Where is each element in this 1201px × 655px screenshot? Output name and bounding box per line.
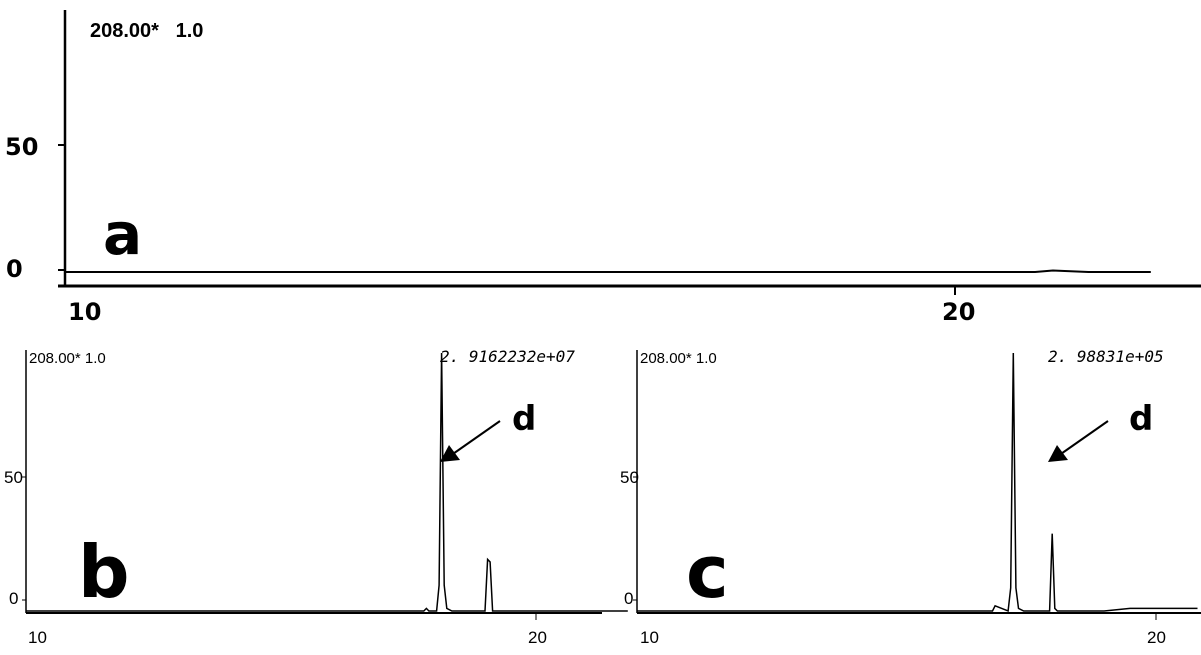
panel-a-xtick-label-20: 20: [942, 298, 975, 326]
panel-a: 208.00* 1.0 50 0 10 20 a: [5, 10, 1201, 326]
panel-a-mass-label: 208.00* 1.0: [90, 20, 203, 42]
panel-b-arrowhead: [440, 445, 460, 462]
panel-c-ytick-label-0: 0: [624, 589, 633, 608]
panel-letter-c: c: [686, 530, 729, 614]
panel-a-xtick-label-10: 10: [68, 298, 101, 326]
panel-b-peak-label: 2. 9162232e+07: [440, 347, 575, 366]
panel-c-peak-arrow: [1057, 420, 1109, 457]
panel-c-peak-label: 2. 98831e+05: [1048, 347, 1164, 366]
panel-c: 208.00* 1.0 2. 98831e+05 50 0 10 20 c d: [620, 347, 1201, 647]
panel-c-arrowhead: [1048, 445, 1068, 462]
panel-b-ytick-label-0: 0: [9, 589, 18, 608]
panel-b-ytick-label-50: 50: [4, 468, 23, 487]
panel-b-xtick-label-20: 20: [528, 628, 547, 647]
panel-c-xtick-label-10: 10: [640, 628, 659, 647]
panel-c-ytick-label-50: 50: [620, 468, 639, 487]
panel-c-mass-label: 208.00* 1.0: [640, 350, 717, 367]
panel-c-annotation-d: d: [1129, 399, 1153, 439]
panel-b-peak-arrow: [449, 420, 501, 457]
panel-letter-b: b: [78, 530, 130, 614]
panel-b-mass-label: 208.00* 1.0: [29, 350, 106, 367]
panel-b-trace: [26, 352, 628, 612]
panel-letter-a: a: [103, 200, 142, 268]
panel-a-trace: [65, 269, 1151, 273]
panel-b-xtick-label-10: 10: [28, 628, 47, 647]
panel-c-trace: [637, 352, 1198, 613]
panel-a-ytick-label-0: 0: [6, 255, 23, 283]
panel-b: 208.00* 1.0 2. 9162232e+07 50 0 10 20 b …: [4, 347, 628, 647]
panel-c-xtick-label-20: 20: [1147, 628, 1166, 647]
panel-b-annotation-d: d: [512, 399, 536, 439]
panel-a-ytick-label-50: 50: [5, 133, 38, 161]
